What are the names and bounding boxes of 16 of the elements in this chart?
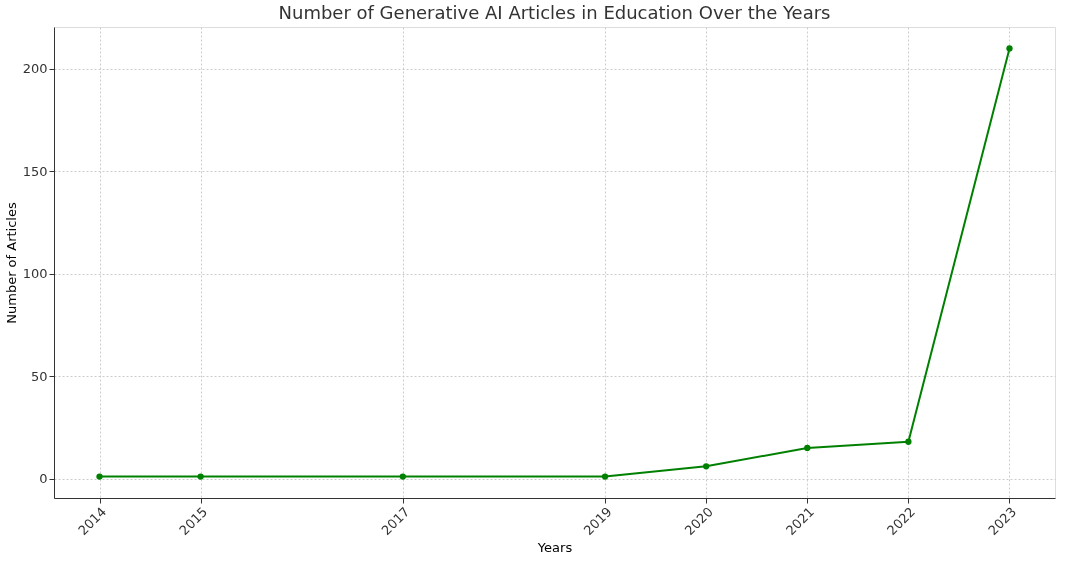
y-tick-label: 100: [22, 266, 48, 282]
point: [96, 473, 103, 480]
point: [1006, 45, 1013, 52]
y-axis-title: Number of Articles: [3, 202, 19, 324]
x-axis-title: Years: [536, 540, 573, 556]
point: [399, 473, 406, 480]
y-tick-label: 200: [22, 61, 48, 77]
y-tick-label: 150: [22, 163, 48, 179]
y-tick-label: 0: [39, 471, 48, 487]
point: [197, 473, 204, 480]
chart-title: Number of Generative AI Articles in Education Over the Years: [278, 2, 831, 23]
point: [804, 444, 811, 452]
point: [905, 438, 912, 445]
point: [601, 473, 609, 480]
y-tick-label: 50: [30, 368, 48, 384]
point: [703, 463, 710, 470]
